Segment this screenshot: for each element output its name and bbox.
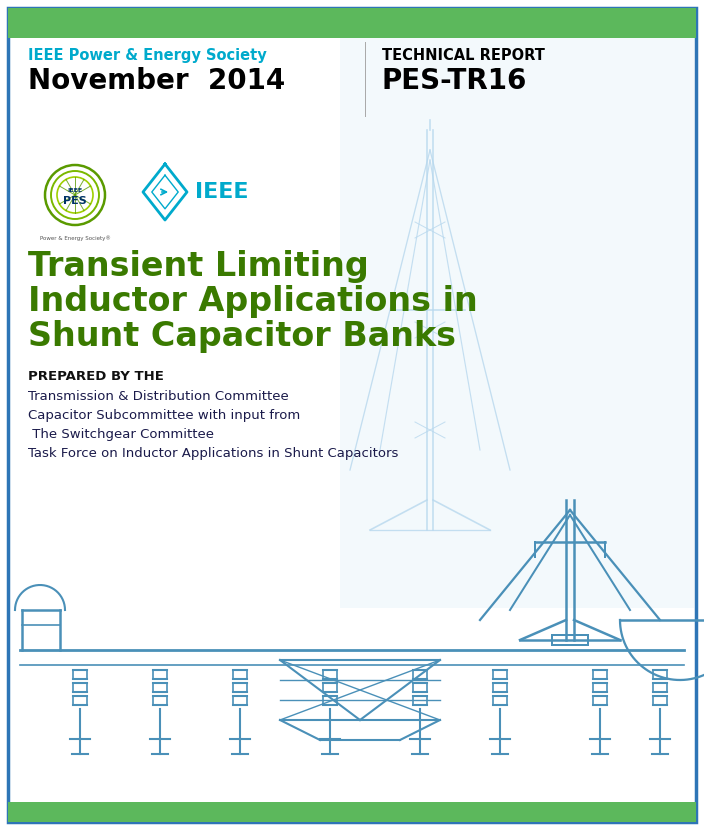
Text: Capacitor Subcommittee with input from: Capacitor Subcommittee with input from (28, 409, 300, 422)
Bar (8, 802, 696, 822)
Text: Power & Energy Society®: Power & Energy Society® (39, 235, 111, 241)
Text: Transient Limiting: Transient Limiting (28, 250, 369, 283)
Text: IEEE: IEEE (68, 188, 82, 193)
Text: The Switchgear Committee: The Switchgear Committee (28, 428, 214, 441)
Text: Transmission & Distribution Committee: Transmission & Distribution Committee (28, 390, 289, 403)
Text: TECHNICAL REPORT: TECHNICAL REPORT (382, 48, 545, 63)
Text: IEEE: IEEE (195, 182, 249, 202)
Text: IEEE Power & Energy Society: IEEE Power & Energy Society (28, 48, 267, 63)
Text: Shunt Capacitor Banks: Shunt Capacitor Banks (28, 320, 456, 353)
Text: November  2014: November 2014 (28, 67, 285, 95)
Text: PES: PES (63, 196, 87, 206)
Bar (340, 38, 694, 608)
Bar (365, 42, 366, 117)
Text: Inductor Applications in: Inductor Applications in (28, 285, 478, 318)
Text: PREPARED BY THE: PREPARED BY THE (28, 370, 164, 383)
Text: PES-TR16: PES-TR16 (382, 67, 527, 95)
Text: Task Force on Inductor Applications in Shunt Capacitors: Task Force on Inductor Applications in S… (28, 447, 398, 460)
Bar (8, 8, 696, 38)
